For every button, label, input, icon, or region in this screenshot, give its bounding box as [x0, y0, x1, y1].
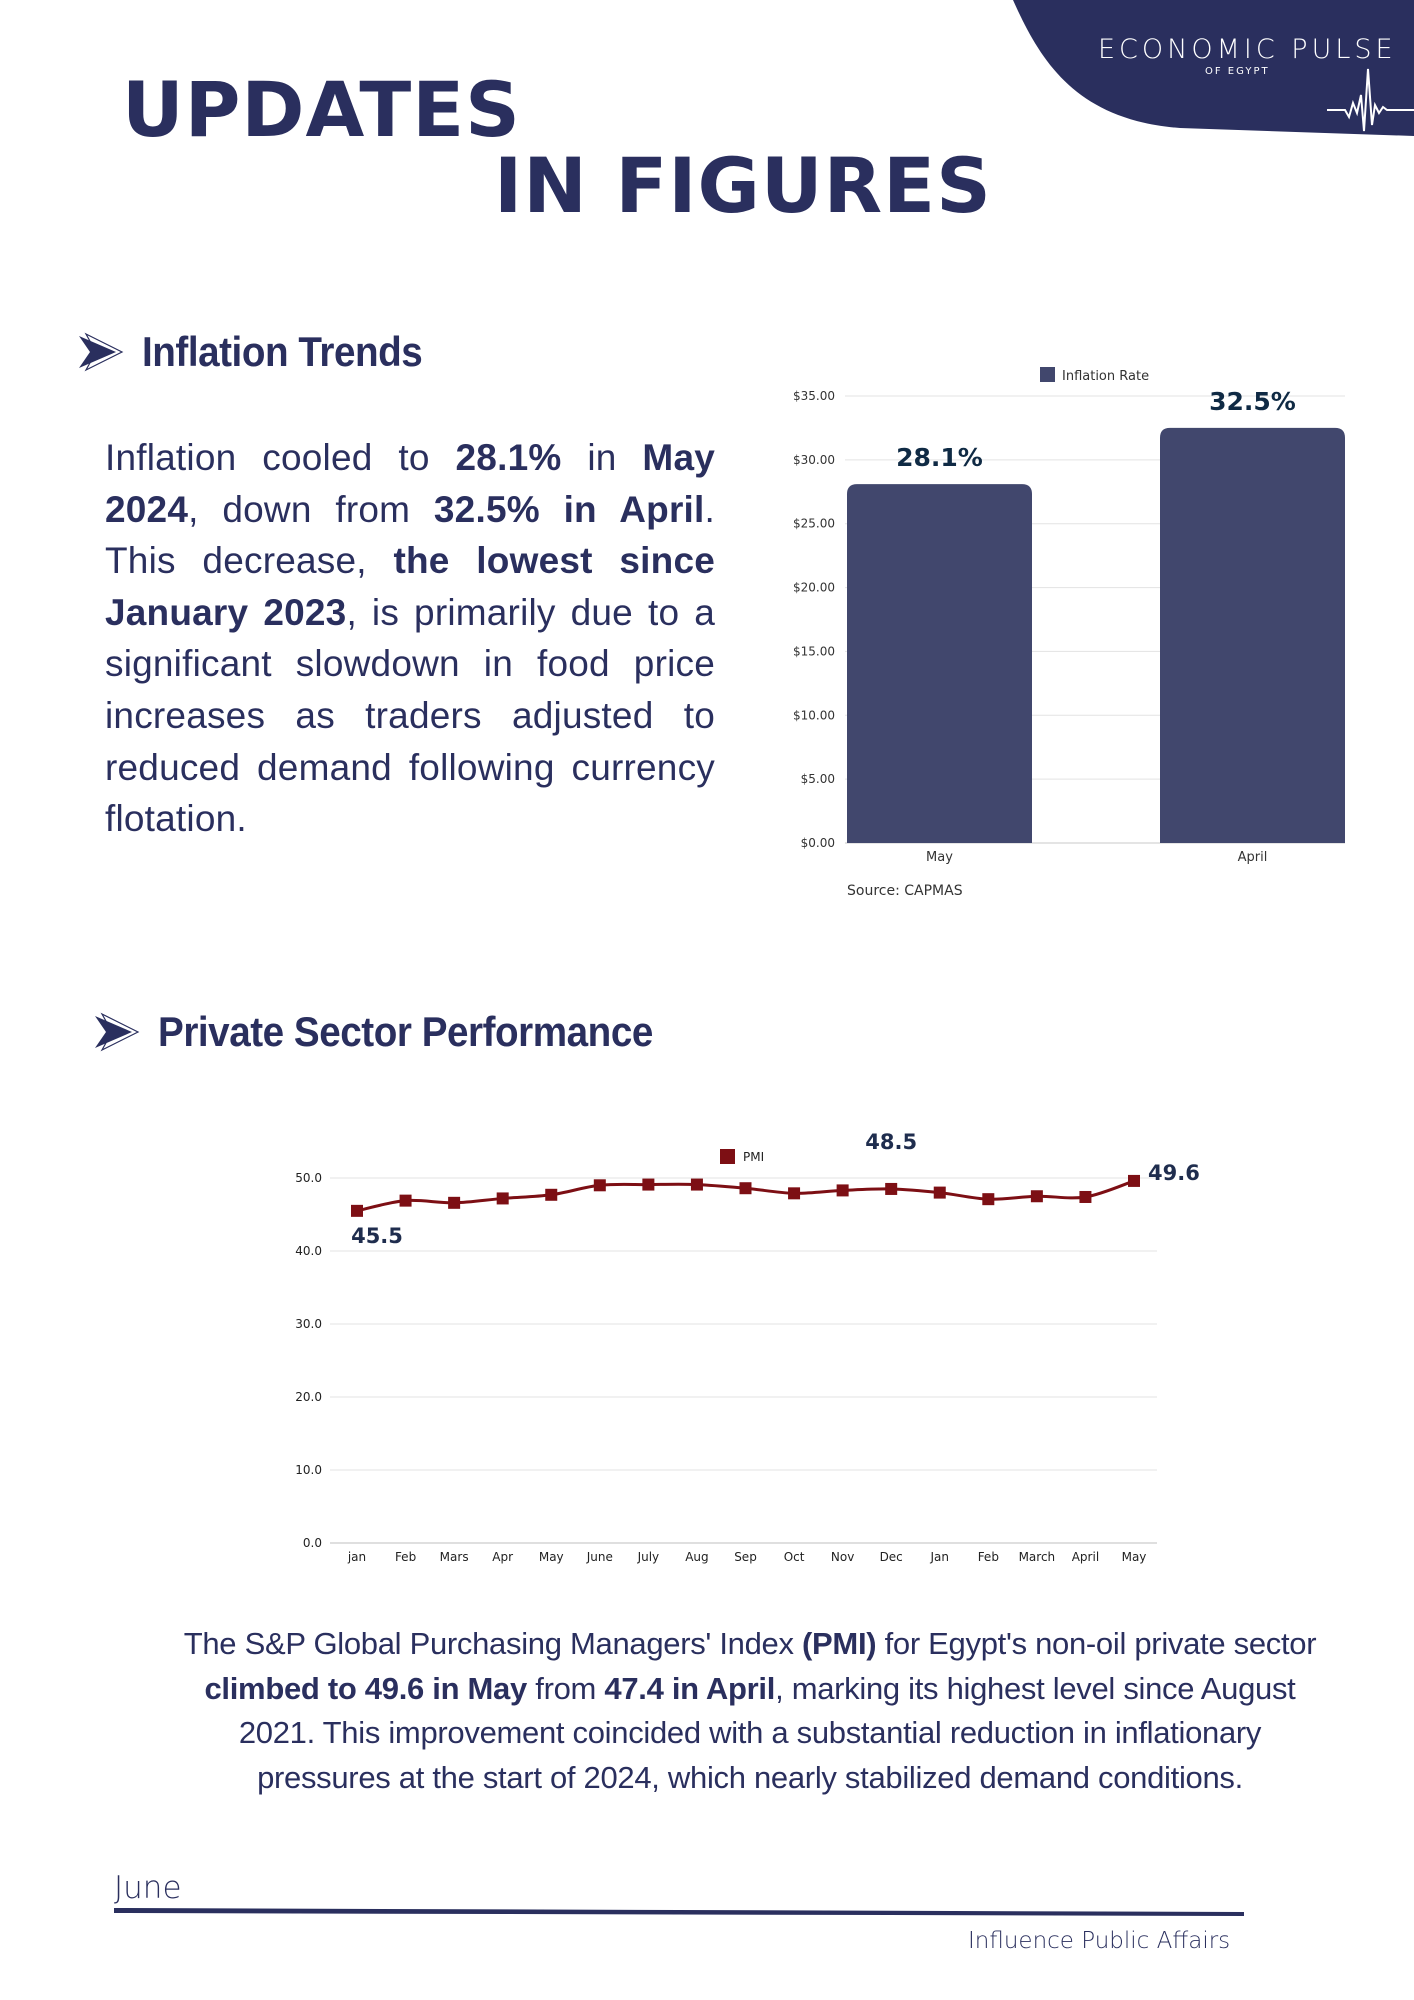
x-tick-label: March [1019, 1550, 1056, 1564]
emphasis-text: the lowest since January 2023 [105, 540, 715, 633]
y-tick-label: 40.0 [295, 1244, 322, 1258]
brand-subtitle: OF EGYPT [1205, 66, 1270, 77]
x-tick-label: Sep [734, 1550, 757, 1564]
pmi-paragraph: The S&P Global Purchasing Managers' Inde… [180, 1622, 1320, 1800]
x-tick-label: Nov [831, 1550, 854, 1564]
bar [847, 484, 1032, 843]
y-tick-label: $15.00 [793, 644, 835, 658]
data-point-marker [593, 1179, 606, 1192]
inflation-paragraph: Inflation cooled to 28.1% in May 2024, d… [105, 432, 715, 845]
emphasis-text: 28.1% [455, 437, 562, 478]
data-point-marker [1128, 1174, 1140, 1187]
y-tick-label: $30.00 [793, 453, 835, 467]
y-tick-label: $25.00 [793, 517, 835, 531]
emphasis-text: 32.5% in April [433, 488, 705, 530]
y-tick-label: 50.0 [295, 1171, 322, 1185]
data-point-marker [642, 1178, 655, 1191]
x-tick-label: jan [347, 1550, 366, 1564]
data-point-marker [690, 1178, 703, 1191]
data-point-marker [1079, 1190, 1092, 1203]
x-tick-label: June [586, 1550, 613, 1564]
data-point-marker [788, 1187, 801, 1200]
x-tick-label: July [637, 1550, 660, 1564]
arrow-bullet-icon [95, 1012, 140, 1052]
y-tick-label: $5.00 [801, 772, 835, 786]
arrow-bullet-icon [79, 332, 124, 372]
y-tick-label: $10.00 [793, 708, 835, 722]
x-tick-label: Mars [440, 1550, 469, 1564]
bar [1160, 427, 1345, 843]
emphasis-text: (PMI) [802, 1626, 877, 1661]
body-text: from [526, 1670, 605, 1706]
footer-organization: Influence Public Affairs [968, 1928, 1231, 1954]
footer-divider [114, 1908, 1244, 1916]
data-point-marker [1030, 1190, 1043, 1203]
x-tick-label: May [926, 850, 953, 865]
data-point-marker [351, 1204, 363, 1217]
pmi-line-chart: 0.0 10.0 20.0 30.0 40.0 50.0 PMI jan Feb Mars Apr M… [295, 1130, 1200, 1564]
y-tick-label: $0.00 [801, 836, 835, 850]
emphasis-text: 47.4 in April [604, 1670, 776, 1706]
body-text: The S&P Global Purchasing Managers' Inde… [183, 1626, 803, 1661]
body-text: , down from [188, 488, 434, 530]
section-heading-inflation: Inflation Trends [76, 328, 447, 376]
data-point-marker [448, 1196, 461, 1209]
y-tick-label: 10.0 [295, 1463, 322, 1477]
data-annotation: 45.5 [351, 1224, 403, 1248]
body-text: Inflation cooled to [105, 437, 456, 478]
y-tick-label: $35.00 [793, 389, 835, 403]
data-annotation: 48.5 [865, 1130, 917, 1154]
x-tick-label: Jan [930, 1550, 950, 1564]
footer-month: June [114, 1870, 182, 1906]
y-tick-label: 0.0 [303, 1536, 322, 1550]
x-tick-label: Oct [784, 1550, 805, 1564]
bar-data-label: 28.1% [896, 443, 983, 472]
data-annotation: 49.6 [1148, 1161, 1200, 1185]
data-point-marker [496, 1192, 509, 1205]
inflation-bar-chart: $0.00 $5.00 $10.00 $15.00 $20.00 $25.00 $30.00… [793, 367, 1345, 899]
section-title: Private Sector Performance [158, 1008, 653, 1055]
body-text: for Egypt's non-oil private sector [876, 1626, 1317, 1661]
y-tick-label: $20.00 [793, 581, 835, 595]
brand-title: ECONOMIC PULSE [1098, 34, 1397, 65]
x-tick-label: Feb [395, 1550, 416, 1564]
emphasis-text: climbed to 49.6 in May [204, 1670, 527, 1706]
x-tick-label: Apr [492, 1550, 513, 1564]
x-tick-label: Aug [685, 1550, 708, 1564]
section-title: Inflation Trends [142, 328, 423, 375]
data-point-marker [739, 1182, 752, 1195]
legend-label: Inflation Rate [1062, 369, 1149, 384]
section-heading-private-sector: Private Sector Performance [92, 1008, 696, 1056]
x-tick-label: May [1122, 1550, 1147, 1564]
y-tick-label: 20.0 [295, 1390, 322, 1404]
body-text: . This decrease, [105, 488, 715, 582]
body-text: in [561, 437, 643, 478]
data-point-marker [836, 1184, 849, 1197]
emphasis-text: May 2024 [105, 437, 715, 530]
legend-label: PMI [743, 1150, 764, 1164]
x-tick-label: May [539, 1550, 564, 1564]
legend-swatch [720, 1149, 735, 1164]
x-tick-label: Feb [978, 1550, 999, 1564]
body-text: , marking its highest level since August… [238, 1670, 1296, 1795]
body-text: , is primarily due to a significant slow… [105, 591, 716, 840]
x-tick-label: April [1072, 1550, 1099, 1564]
data-point-marker [545, 1188, 558, 1201]
bar-data-label: 32.5% [1209, 387, 1296, 416]
data-point-marker [933, 1186, 946, 1199]
data-point-marker [982, 1193, 995, 1206]
x-tick-label: Dec [880, 1550, 903, 1564]
legend-swatch [1040, 367, 1055, 382]
brand-header-shape [1013, 0, 1414, 136]
heartbeat-pulse-icon [1327, 68, 1414, 132]
data-point-marker [399, 1194, 412, 1207]
x-tick-label: April [1238, 850, 1268, 865]
y-tick-label: 30.0 [295, 1317, 322, 1331]
chart-source: Source: CAPMAS [847, 883, 963, 899]
data-point-marker [885, 1182, 898, 1195]
page-title-line2: IN FIGURES [494, 141, 992, 230]
page-title-line1: UPDATES [122, 65, 521, 154]
